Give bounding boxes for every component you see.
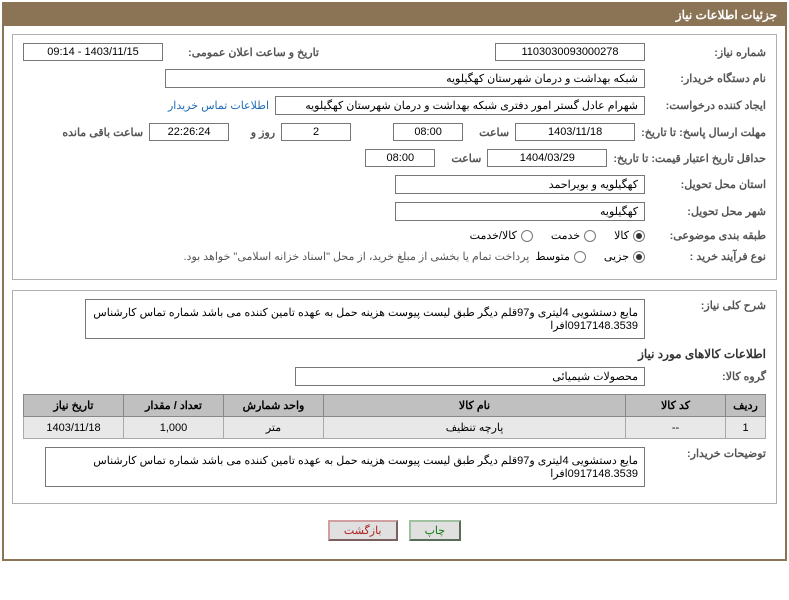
header-title: جزئیات اطلاعات نیاز (4, 4, 785, 26)
requester-label: ایجاد کننده درخواست: (651, 99, 766, 112)
radio-both[interactable]: کالا/خدمت (470, 229, 533, 242)
remaining-label: ساعت باقی مانده (53, 126, 143, 139)
items-table: ردیف کد کالا نام کالا واحد شمارش تعداد /… (23, 394, 766, 439)
subject-radio-group: کالا خدمت کالا/خدمت (470, 229, 645, 242)
items-info-title: اطلاعات کالاهای مورد نیاز (23, 347, 766, 361)
table-header-row: ردیف کد کالا نام کالا واحد شمارش تعداد /… (24, 395, 766, 417)
countdown-field: 22:26:24 (149, 123, 229, 141)
button-bar: چاپ بازگشت (12, 514, 777, 551)
requester-field: شهرام عادل گستر امور دفتری شبکه بهداشت و… (275, 96, 645, 115)
th-date: تاریخ نیاز (24, 395, 124, 417)
cell-name: پارچه تنظیف (324, 417, 626, 439)
cell-unit: متر (224, 417, 324, 439)
time-label-1: ساعت (469, 126, 509, 139)
buyer-org-field: شبکه بهداشت و درمان شهرستان کهگیلویه (165, 69, 645, 88)
contact-link[interactable]: اطلاعات تماس خریدار (168, 99, 269, 112)
need-desc-field: مایع دستشویی 4لیتری و97قلم دیگر طبق لیست… (85, 299, 645, 339)
radio-partial[interactable]: جزیی (604, 250, 645, 263)
days-field: 2 (281, 123, 351, 141)
need-number-field: 1103030093000278 (495, 43, 645, 61)
th-code: کد کالا (626, 395, 726, 417)
validity-label: حداقل تاریخ اعتبار قیمت: تا تاریخ: (613, 152, 766, 165)
city-label: شهر محل تحویل: (651, 205, 766, 218)
print-button[interactable]: چاپ (409, 520, 462, 541)
buyer-org-label: نام دستگاه خریدار: (651, 72, 766, 85)
th-name: نام کالا (324, 395, 626, 417)
table-row: 1 -- پارچه تنظیف متر 1,000 1403/11/18 (24, 417, 766, 439)
cell-qty: 1,000 (124, 417, 224, 439)
need-number-label: شماره نیاز: (651, 46, 766, 59)
announce-label: تاریخ و ساعت اعلان عمومی: (169, 46, 319, 59)
subject-class-label: طبقه بندی موضوعی: (651, 229, 766, 242)
province-field: کهگیلویه و بویراحمد (395, 175, 645, 194)
th-qty: تعداد / مقدار (124, 395, 224, 417)
cell-date: 1403/11/18 (24, 417, 124, 439)
goods-group-field: محصولات شیمیائی (295, 367, 645, 386)
radio-service[interactable]: خدمت (551, 229, 596, 242)
goods-group-label: گروه کالا: (651, 370, 766, 383)
time-label-2: ساعت (441, 152, 481, 165)
panel-general: شماره نیاز: 1103030093000278 تاریخ و ساع… (12, 34, 777, 280)
province-label: استان محل تحویل: (651, 178, 766, 191)
purchase-note: پرداخت تمام یا بخشی از مبلغ خرید، از محل… (184, 250, 530, 263)
main-frame: جزئیات اطلاعات نیاز شماره نیاز: 11030300… (2, 2, 787, 561)
validity-date-field: 1404/03/29 (487, 149, 607, 167)
cell-rownum: 1 (726, 417, 766, 439)
response-deadline-label: مهلت ارسال پاسخ: تا تاریخ: (641, 126, 766, 139)
radio-goods[interactable]: کالا (614, 229, 645, 242)
radio-medium[interactable]: متوسط (535, 250, 586, 263)
th-row: ردیف (726, 395, 766, 417)
city-field: کهگیلویه (395, 202, 645, 221)
th-unit: واحد شمارش (224, 395, 324, 417)
response-date-field: 1403/11/18 (515, 123, 635, 141)
announce-field: 1403/11/15 - 09:14 (23, 43, 163, 61)
buyer-notes-field: مایع دستشویی 4لیتری و97قلم دیگر طبق لیست… (45, 447, 645, 487)
buyer-notes-label: توضیحات خریدار: (651, 447, 766, 460)
content-area: شماره نیاز: 1103030093000278 تاریخ و ساع… (4, 26, 785, 559)
need-desc-label: شرح کلی نیاز: (651, 299, 766, 312)
validity-time-field: 08:00 (365, 149, 435, 167)
back-button[interactable]: بازگشت (328, 520, 398, 541)
purchase-radio-group: جزیی متوسط (535, 250, 645, 263)
days-label: روز و (235, 126, 275, 139)
purchase-type-label: نوع فرآیند خرید : (651, 250, 766, 263)
response-time-field: 08:00 (393, 123, 463, 141)
cell-code: -- (626, 417, 726, 439)
panel-details: شرح کلی نیاز: مایع دستشویی 4لیتری و97قلم… (12, 290, 777, 504)
